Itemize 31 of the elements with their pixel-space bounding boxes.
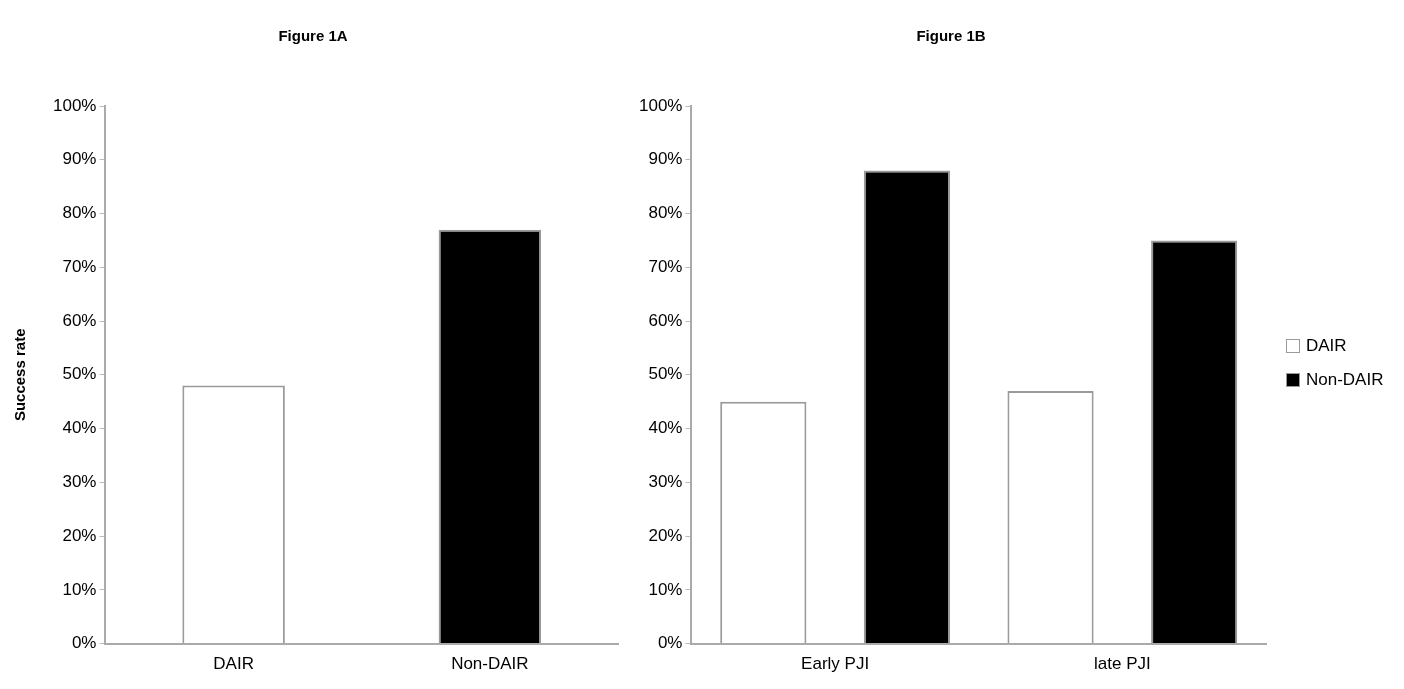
y-tick-label: 0% <box>657 633 683 653</box>
y-tick-label: 30% <box>648 472 683 492</box>
y-tick-label: 70% <box>62 256 97 276</box>
y-tick-label: 40% <box>62 418 97 438</box>
y-tick-label: 80% <box>62 203 97 223</box>
y-tick-label: 40% <box>648 418 683 438</box>
y-tick-label: 90% <box>648 149 683 169</box>
y-tick-label: 50% <box>648 364 683 384</box>
y-tick-label: 50% <box>62 364 97 384</box>
y-tick-label: 10% <box>62 579 97 599</box>
x-tick-label: late PJI <box>1094 654 1151 674</box>
y-tick-label: 90% <box>62 149 97 169</box>
y-tick-label: 20% <box>648 525 683 545</box>
y-tick-label: 70% <box>648 256 683 276</box>
y-tick-label: 100% <box>53 95 97 115</box>
y-tick-label: 20% <box>62 525 97 545</box>
legend-label: DAIR <box>1306 336 1347 356</box>
y-tick-label: 0% <box>71 633 97 653</box>
y-axis-title: Success rate <box>11 328 29 422</box>
x-tick-label: Early PJI <box>801 654 870 674</box>
y-tick-label: 60% <box>648 310 683 330</box>
chart-title: Figure 1B <box>916 27 986 45</box>
y-tick-label: 100% <box>639 95 683 115</box>
legend-label: Non-DAIR <box>1306 370 1384 390</box>
y-tick-label: 60% <box>62 310 97 330</box>
x-tick-label: Non-DAIR <box>451 654 529 674</box>
x-tick-label: DAIR <box>213 654 254 674</box>
y-tick-label: 30% <box>62 472 97 492</box>
chart-title: Figure 1A <box>278 27 348 45</box>
y-tick-label: 10% <box>648 579 683 599</box>
y-tick-label: 80% <box>648 203 683 223</box>
